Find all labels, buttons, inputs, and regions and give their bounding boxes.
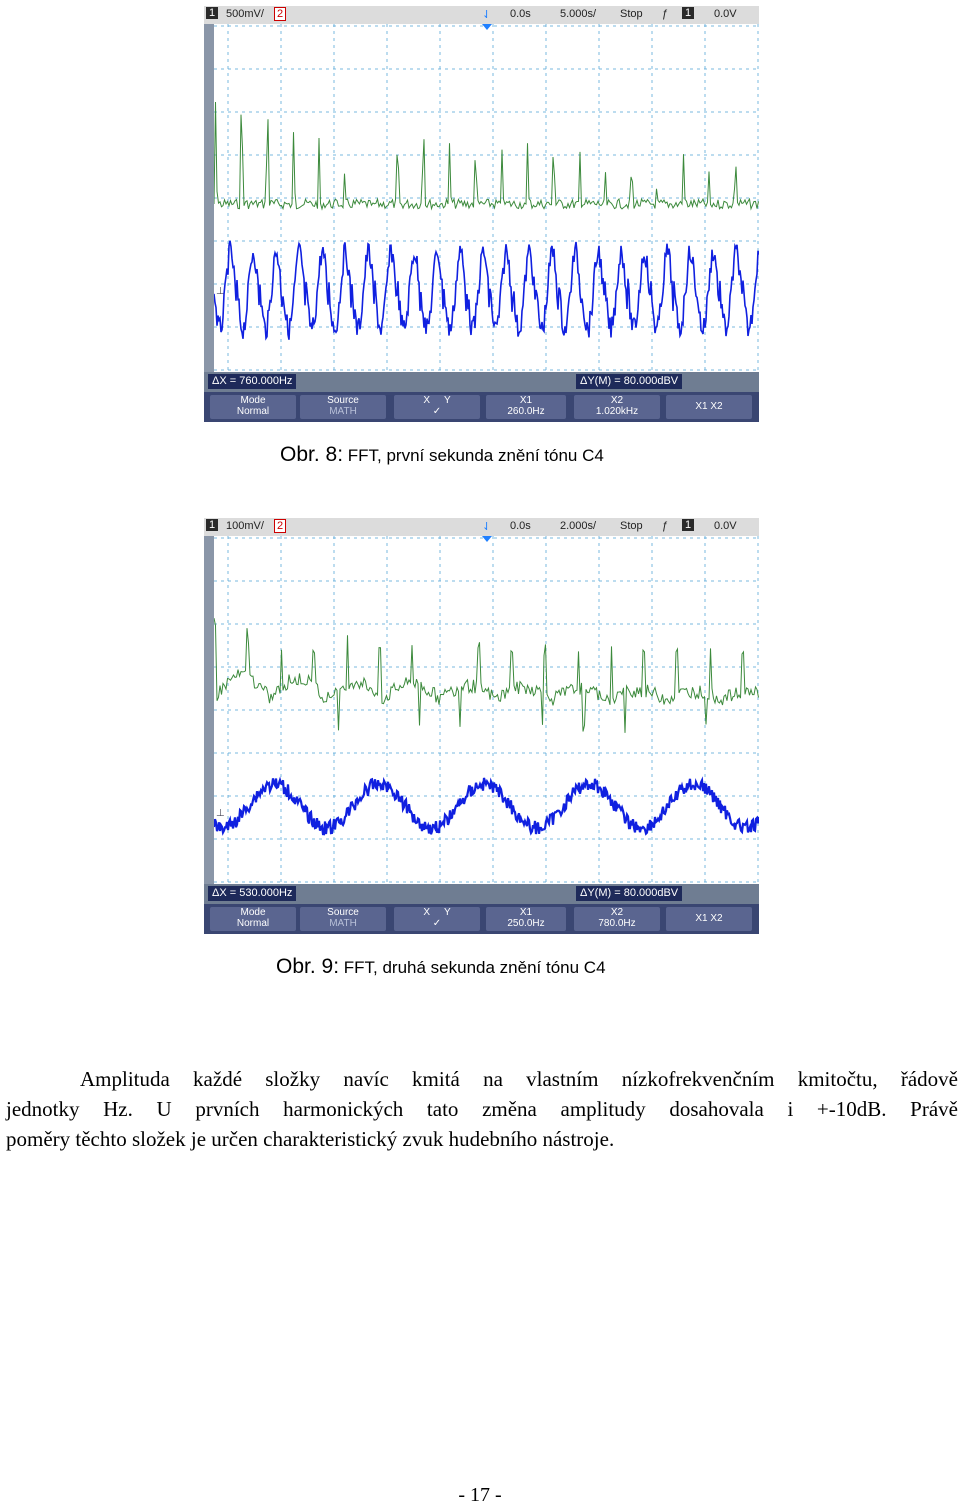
- x2-label: X2: [610, 395, 624, 406]
- trigger-level: 0.0V: [714, 8, 737, 20]
- delta-x-readout: ΔX = 760.000Hz: [208, 374, 297, 389]
- trigger-position: 0.0s: [510, 8, 531, 20]
- caption-text: FFT, druhá sekunda znění tónu C4: [339, 958, 606, 977]
- source-value: MATH: [329, 918, 357, 929]
- x1-label: X1: [519, 395, 533, 406]
- checkmark-icon: ✓: [432, 918, 442, 929]
- ch1-indicator: 1: [206, 7, 219, 19]
- x1x2-label: X1 X2: [695, 401, 723, 412]
- waveform-plot: ⊥: [213, 24, 760, 372]
- softkey-bar: Mode Normal Source MATH X Y ✓ X1 250.0Hz…: [204, 904, 759, 934]
- x-label: X: [423, 907, 431, 918]
- mode-value: Normal: [236, 918, 270, 929]
- oscilloscope-screenshot-fft-2: 1 100mV/ 2 ⇃ 0.0s 2.000s/ Stop ƒ 1 0.0V …: [204, 518, 761, 934]
- x1-softkey[interactable]: X1 250.0Hz: [486, 907, 566, 931]
- ground-marker-icon: ⊥: [216, 286, 225, 297]
- mode-label: Mode: [240, 395, 266, 406]
- trigger-slope-icon: ƒ: [662, 8, 669, 20]
- run-state: Stop: [620, 8, 643, 20]
- trigger-position-icon: ⇃: [482, 521, 492, 533]
- ch1-indicator: 1: [206, 519, 219, 531]
- x2-softkey[interactable]: X2 780.0Hz: [574, 907, 660, 931]
- x1x2-softkey[interactable]: X1 X2: [666, 395, 752, 419]
- softkey-bar: Mode Normal Source MATH X Y ✓ X1 260.0Hz…: [204, 392, 759, 422]
- paragraph-line: Amplituda každé složky navíc kmitá na vl…: [80, 1067, 958, 1091]
- ground-marker-icon: ⊥: [216, 808, 225, 819]
- ch1-scale: 500mV/: [226, 8, 264, 20]
- source-softkey[interactable]: Source MATH: [300, 395, 386, 419]
- trigger-level: 0.0V: [714, 520, 737, 532]
- y-label: Y: [443, 395, 451, 406]
- scope-display: ⊥: [213, 24, 760, 372]
- cursor-status-row: ΔX = 760.000Hz ΔY(M) = 80.000dBV: [204, 372, 759, 392]
- x1-value: 260.0Hz: [507, 406, 545, 417]
- mode-value: Normal: [236, 406, 270, 417]
- trigger-marker: [482, 24, 492, 30]
- time-scale: 5.000s/: [560, 8, 597, 20]
- trigger-position-icon: ⇃: [482, 9, 492, 21]
- source-label: Source: [327, 907, 359, 918]
- run-state: Stop: [620, 520, 643, 532]
- paragraph-line: poměry těchto složek je určen charakteri…: [6, 1127, 615, 1151]
- xy-softkey[interactable]: X Y ✓: [394, 395, 480, 419]
- cursor-status-row: ΔX = 530.000Hz ΔY(M) = 80.000dBV: [204, 884, 759, 904]
- mode-softkey[interactable]: Mode Normal: [210, 907, 296, 931]
- x1-label: X1: [519, 907, 533, 918]
- mode-label: Mode: [240, 907, 266, 918]
- caption-prefix: Obr. 8:: [280, 443, 344, 466]
- y-label: Y: [443, 907, 451, 918]
- mode-softkey[interactable]: Mode Normal: [210, 395, 296, 419]
- source-softkey[interactable]: Source MATH: [300, 907, 386, 931]
- scope-topbar: 1 100mV/ 2 ⇃ 0.0s 2.000s/ Stop ƒ 1 0.0V: [204, 518, 759, 536]
- ch2-indicator: 2: [274, 519, 287, 533]
- caption-prefix: Obr. 9:: [276, 955, 340, 978]
- page-number: - 17 -: [458, 1484, 502, 1506]
- x2-label: X2: [610, 907, 624, 918]
- x1-softkey[interactable]: X1 260.0Hz: [486, 395, 566, 419]
- time-domain-trace: [212, 776, 761, 836]
- oscilloscope-screenshot-fft-1: 1 500mV/ 2 ⇃ 0.0s 5.000s/ Stop ƒ 1 0.0V …: [204, 6, 760, 422]
- trigger-position: 0.0s: [510, 520, 531, 532]
- figure-caption-8: Obr. 8: FFT, první sekunda znění tónu C4: [280, 443, 604, 467]
- ch2-indicator: 2: [274, 7, 287, 21]
- x2-softkey[interactable]: X2 1.020kHz: [574, 395, 660, 419]
- x2-value: 780.0Hz: [598, 918, 636, 929]
- figure-caption-9: Obr. 9: FFT, druhá sekunda znění tónu C4: [276, 955, 606, 979]
- trigger-marker: [482, 536, 492, 542]
- delta-y-readout: ΔY(M) = 80.000dBV: [576, 886, 683, 901]
- scope-topbar: 1 500mV/ 2 ⇃ 0.0s 5.000s/ Stop ƒ 1 0.0V: [204, 6, 759, 24]
- waveform-plot: ⊥: [212, 536, 761, 884]
- body-paragraph: Amplituda každé složky navíc kmitá na vl…: [6, 1064, 958, 1154]
- x1x2-label: X1 X2: [695, 913, 723, 924]
- trigger-channel: 1: [682, 7, 695, 19]
- x-label: X: [423, 395, 431, 406]
- caption-text: FFT, první sekunda znění tónu C4: [343, 446, 604, 465]
- delta-y-readout: ΔY(M) = 80.000dBV: [576, 374, 683, 389]
- ch1-scale: 100mV/: [226, 520, 264, 532]
- source-value: MATH: [329, 406, 357, 417]
- fft-trace: [213, 101, 759, 211]
- trigger-slope-icon: ƒ: [662, 520, 669, 532]
- source-label: Source: [327, 395, 359, 406]
- time-scale: 2.000s/: [560, 520, 597, 532]
- xy-softkey[interactable]: X Y ✓: [394, 907, 480, 931]
- delta-x-readout: ΔX = 530.000Hz: [208, 886, 297, 901]
- x1-value: 250.0Hz: [507, 918, 545, 929]
- checkmark-icon: ✓: [432, 406, 442, 417]
- time-domain-trace: [213, 240, 760, 341]
- trigger-channel: 1: [682, 519, 695, 531]
- fft-trace: [213, 618, 759, 733]
- x2-value: 1.020kHz: [595, 406, 639, 417]
- paragraph-line: jednotky Hz. U prvních harmonických tato…: [6, 1097, 958, 1121]
- scope-display: ⊥: [212, 536, 761, 884]
- x1x2-softkey[interactable]: X1 X2: [666, 907, 752, 931]
